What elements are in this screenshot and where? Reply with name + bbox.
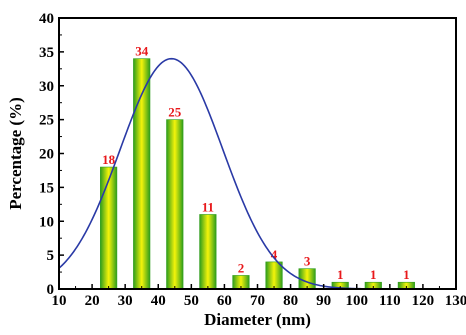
- data-label-115nm: 1: [403, 267, 410, 282]
- y-tick-label: 30: [39, 79, 54, 95]
- bar-25nm: [100, 166, 118, 290]
- ticks-layer: 10 20 30 40 50 60 70 80 90 100 110 120 1300510152025…: [39, 11, 466, 309]
- x-tick-label: 30: [118, 293, 133, 309]
- x-tick-label: 70: [250, 293, 265, 309]
- y-tick-label: 20: [39, 147, 54, 163]
- bar-75nm: [265, 261, 283, 290]
- data-label-85nm: 3: [304, 254, 311, 269]
- x-tick-label: 80: [283, 293, 298, 309]
- y-tick-label: 40: [39, 11, 54, 27]
- x-tick-label: 100: [346, 293, 369, 309]
- x-tick-label: 130: [445, 293, 466, 309]
- gaussian-fit-curve: [58, 57, 456, 290]
- data-label-95nm: 1: [337, 267, 344, 282]
- y-tick-label: 5: [47, 248, 55, 264]
- data-label-45nm: 25: [168, 105, 182, 120]
- x-tick-label: 20: [85, 293, 100, 309]
- y-tick-label: 35: [39, 45, 54, 61]
- x-tick-label: 60: [217, 293, 232, 309]
- x-tick-label: 120: [412, 293, 435, 309]
- data-label-75nm: 4: [271, 247, 278, 262]
- y-tick-label: 25: [39, 113, 54, 129]
- y-tick-label: 0: [47, 282, 55, 298]
- bar-55nm: [199, 214, 217, 290]
- x-tick-label: 40: [151, 293, 166, 309]
- data-label-35nm: 34: [135, 44, 149, 59]
- x-axis-title: Diameter (nm): [204, 310, 311, 329]
- data-label-65nm: 2: [238, 260, 245, 275]
- y-axis-title: Percentage (%): [6, 97, 25, 210]
- data-label-55nm: 11: [202, 199, 214, 214]
- data-label-25nm: 18: [102, 152, 116, 167]
- x-tick-label: 50: [184, 293, 199, 309]
- bars-layer: [100, 58, 415, 290]
- y-tick-label: 10: [39, 214, 54, 230]
- x-tick-label: 110: [379, 293, 401, 309]
- x-tick-label: 90: [316, 293, 331, 309]
- y-tick-label: 15: [39, 180, 54, 196]
- x-tick-label: 10: [52, 293, 67, 309]
- data-label-105nm: 1: [370, 267, 377, 282]
- bar-45nm: [166, 119, 184, 290]
